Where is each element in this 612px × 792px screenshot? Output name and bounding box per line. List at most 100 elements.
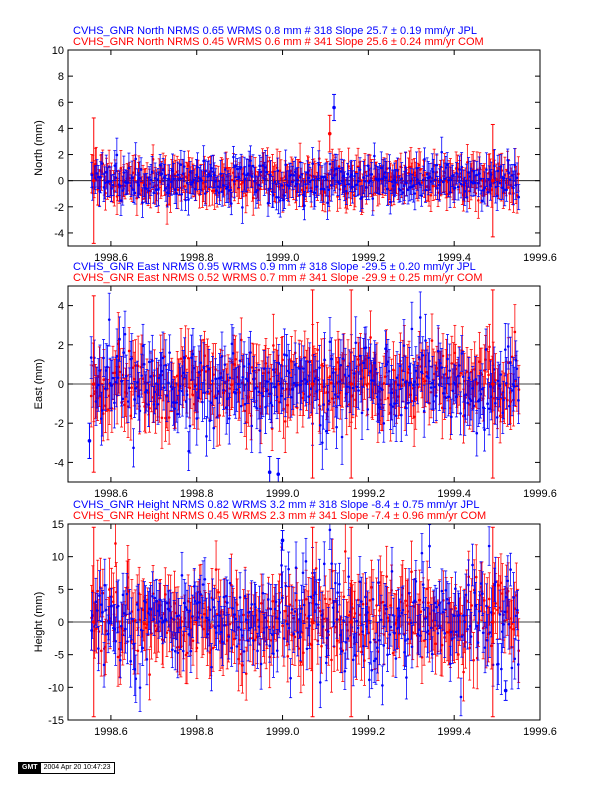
data-point <box>164 187 168 190</box>
data-point <box>386 396 390 400</box>
data-point <box>423 157 426 161</box>
data-point <box>430 339 434 342</box>
data-point <box>147 403 150 406</box>
data-point <box>204 169 207 173</box>
data-point <box>218 191 221 194</box>
data-point <box>494 185 498 189</box>
data-point <box>271 368 275 371</box>
data-point <box>106 365 109 369</box>
data-point <box>209 389 212 393</box>
data-point <box>439 178 442 182</box>
data-point <box>515 176 519 180</box>
data-point <box>136 380 139 384</box>
data-point <box>100 162 104 165</box>
outlier-point <box>91 178 96 183</box>
data-point <box>370 173 374 176</box>
data-point <box>332 385 336 388</box>
data-point <box>237 382 240 386</box>
data-point <box>386 187 389 191</box>
data-point <box>110 384 113 387</box>
data-point <box>138 409 142 413</box>
data-point <box>95 172 99 175</box>
data-point <box>233 363 236 366</box>
data-point <box>357 389 360 392</box>
data-point <box>163 176 166 179</box>
data-point <box>459 182 463 186</box>
data-point <box>130 386 133 389</box>
data-point <box>509 400 513 403</box>
data-point <box>355 385 359 389</box>
data-point <box>260 391 263 395</box>
series-jpl <box>89 291 520 471</box>
data-point <box>132 377 136 381</box>
data-point <box>226 397 229 401</box>
data-point <box>347 182 351 186</box>
data-point <box>239 338 243 342</box>
data-point <box>180 192 183 196</box>
data-point <box>185 181 189 185</box>
data-point <box>121 397 125 401</box>
data-point <box>284 163 287 167</box>
data-point <box>194 187 197 191</box>
data-point <box>206 390 210 394</box>
data-point <box>499 165 503 168</box>
data-point <box>451 174 454 178</box>
data-point <box>164 416 167 420</box>
data-point <box>234 164 238 168</box>
data-point <box>223 168 227 171</box>
data-point <box>249 351 252 354</box>
x-tick-label: 1999.4 <box>437 252 471 264</box>
data-point <box>175 192 178 195</box>
data-point <box>362 176 365 179</box>
data-point <box>300 173 304 176</box>
data-point <box>210 189 214 193</box>
data-point <box>345 189 348 193</box>
data-point <box>409 179 412 183</box>
data-point <box>118 370 122 374</box>
data-point <box>503 188 507 192</box>
data-point <box>153 390 156 394</box>
data-point <box>216 185 220 188</box>
data-point <box>187 449 190 453</box>
data-point <box>444 166 448 169</box>
data-point <box>273 180 277 184</box>
data-point <box>133 398 136 401</box>
data-point <box>230 342 234 346</box>
data-point <box>223 363 227 366</box>
data-point <box>279 394 283 398</box>
data-point <box>209 174 212 178</box>
data-point <box>106 408 110 411</box>
data-point <box>388 166 391 170</box>
data-point <box>142 362 146 366</box>
data-point <box>115 354 119 358</box>
data-point <box>317 163 321 166</box>
x-tick-label: 1999.2 <box>352 252 386 264</box>
data-point <box>406 371 410 374</box>
data-point <box>436 186 439 190</box>
data-point <box>145 187 148 190</box>
data-point <box>390 391 393 395</box>
data-point <box>141 344 145 348</box>
data-point <box>482 188 485 192</box>
data-point <box>313 377 317 380</box>
data-point <box>147 360 151 364</box>
data-point <box>394 414 398 418</box>
data-point <box>391 405 395 408</box>
data-point <box>123 332 127 336</box>
data-point <box>301 367 305 370</box>
data-point <box>316 348 319 352</box>
data-point <box>485 168 488 171</box>
data-point <box>250 424 254 428</box>
data-point <box>128 176 131 180</box>
data-point <box>261 164 265 167</box>
data-point <box>104 170 108 174</box>
data-point <box>247 362 251 366</box>
data-point <box>268 392 271 396</box>
data-point <box>290 180 294 184</box>
data-point <box>204 370 208 373</box>
data-point <box>89 356 93 359</box>
data-point <box>172 401 175 404</box>
data-point <box>158 163 162 167</box>
data-point <box>353 372 356 375</box>
data-point <box>339 170 343 173</box>
